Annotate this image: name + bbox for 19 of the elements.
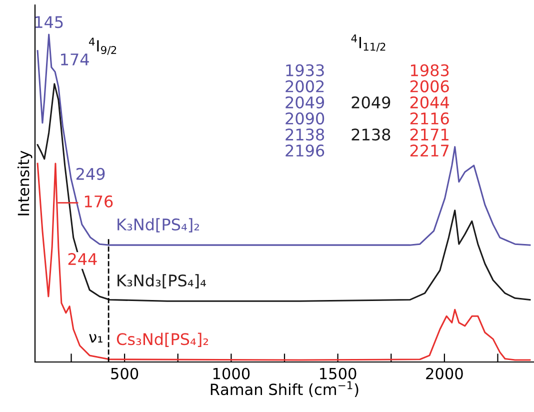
x-tick-label: 500 [111, 368, 138, 380]
annotation: $^{4}$I$_{11/2}$ [351, 34, 386, 52]
annotation: 249 [76, 168, 105, 180]
annotation: 1933 2002 2049 2090 2138 2196 [286, 64, 324, 157]
x-tick-label: 1000 [213, 368, 250, 380]
y-axis-title: Intensity [17, 150, 32, 216]
annotation: 244 [68, 253, 97, 265]
x-tick-label: 1500 [320, 368, 356, 380]
text: 2049 2138 [352, 96, 390, 141]
x-tick-label: 2000 [426, 368, 463, 380]
annotation: 176 [84, 195, 113, 208]
annotation: $^{4}$I$_{9/2}$ [88, 38, 116, 55]
series-label: Cs₃Nd[PS₄]₂ [116, 332, 208, 348]
annotation: 174 [61, 54, 89, 66]
annotation: 1983 2006 2044 2116 2171 2217 [410, 64, 449, 156]
ref-line-label: ν₁ [89, 334, 102, 343]
series-label: K₃Nd[PS₄]₂ [118, 218, 200, 232]
x-axis-title: Raman Shift (cm$^{−1}$) [210, 381, 358, 397]
series-label: K₃Nd₃[PS₄]₄ [118, 274, 206, 288]
